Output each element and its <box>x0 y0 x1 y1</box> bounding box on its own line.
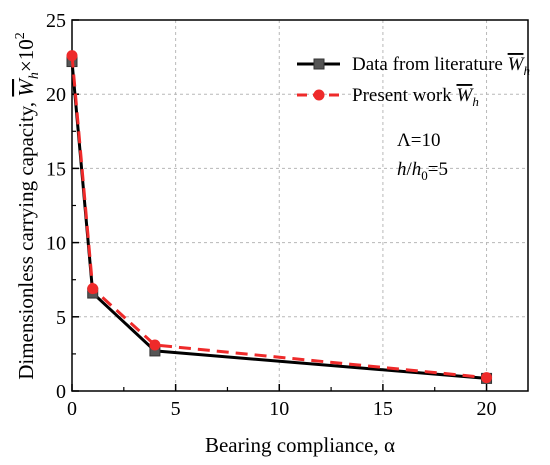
y-tick-label: 25 <box>46 10 66 32</box>
x-tick-labels: 0 5 10 15 20 <box>67 398 497 420</box>
legend-label-present: Present work Wh <box>352 85 479 109</box>
x-tick-label: 5 <box>171 398 181 420</box>
y-axis-title-exp: 2 <box>13 32 28 39</box>
annotation-ratio-sub: 0 <box>421 168 428 183</box>
y-axis-title-times: ×10 <box>14 39 38 72</box>
legend-marker-literature <box>313 58 325 70</box>
legend-label-literature-text: Data from literature <box>352 54 508 75</box>
legend-label-present-sub: h <box>472 94 479 109</box>
y-tick-label: 0 <box>56 381 66 403</box>
annotation-ratio-h: h <box>397 159 407 180</box>
series-line-1 <box>70 55 487 380</box>
x-tick-label: 10 <box>269 398 289 420</box>
y-tick-label: 20 <box>46 84 66 106</box>
y-axis-title-sub: h <box>27 72 42 79</box>
series-1-point <box>66 50 78 62</box>
legend-label-literature: Data from literature Wh <box>352 54 530 78</box>
y-tick-labels: 0 5 10 15 20 25 <box>46 10 66 403</box>
x-tick-label: 20 <box>477 398 497 420</box>
y-tick-label: 10 <box>46 233 66 255</box>
y-axis-title: Dimensionless carrying capacity, Wh×102 <box>13 32 42 380</box>
y-axis-title-prefix: Dimensionless carrying capacity, <box>14 97 38 380</box>
x-axis-title: Bearing compliance, α <box>205 433 395 457</box>
y-tick-label: 15 <box>46 158 66 180</box>
annotation-ratio-h0: h <box>412 159 422 180</box>
series-1-point <box>481 372 493 384</box>
grid-lines <box>72 20 528 391</box>
x-tick-label: 0 <box>67 398 77 420</box>
series-1-point <box>87 283 99 295</box>
plot-background <box>72 20 528 391</box>
y-tick-label: 5 <box>56 307 66 329</box>
annotation-ratio: h/h0=5 <box>397 159 448 183</box>
series-layer <box>66 50 493 384</box>
annotation-ratio-value: =5 <box>428 159 448 180</box>
y-axis-title-symbol: W <box>14 77 38 97</box>
series-1-point <box>149 339 161 351</box>
legend: Data from literature Wh Present work Wh <box>297 54 530 109</box>
x-tick-label: 15 <box>373 398 393 420</box>
legend-label-literature-symbol: W <box>508 54 526 75</box>
legend-label-literature-sub: h <box>523 63 530 78</box>
legend-marker-present <box>313 89 325 101</box>
legend-label-present-text: Present work <box>352 85 456 106</box>
annotation-lambda: Λ=10 <box>397 130 441 151</box>
legend-label-present-symbol: W <box>456 85 474 106</box>
annotation-ratio-slash: / <box>407 159 413 180</box>
